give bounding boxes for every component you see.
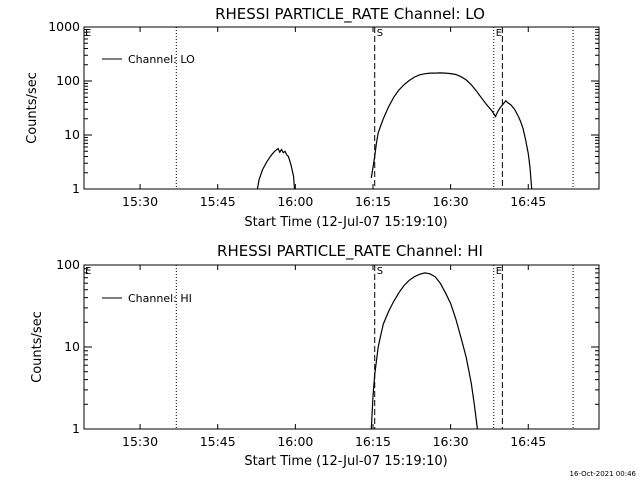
panel-lo-y-tick-label: 1000 <box>48 19 80 34</box>
panel-lo-marks: 15:30 15:45 16:00 16:15 16:30 16:45 1 10 100 1000… <box>48 19 599 209</box>
panel-lo-marker-label: E <box>496 28 502 39</box>
panel-hi-x-tick-label: 16:15 <box>355 434 391 449</box>
panel-lo-y-axis-label: Counts/sec <box>25 72 40 144</box>
panel-hi-plot-frame <box>83 264 600 430</box>
panel-lo-y-tick-label: 10 <box>64 127 80 142</box>
panel-hi-legend: Channel: HI <box>102 292 192 305</box>
panel-hi-marker-label: S <box>377 266 383 277</box>
panel-lo-plot-frame <box>83 26 600 190</box>
panel-lo-x-tick-label: 15:45 <box>200 194 236 209</box>
panel-lo-x-tick-label: 16:15 <box>355 194 391 209</box>
panel-hi-marker-label: E <box>496 266 502 277</box>
panel-lo-series-line <box>370 72 533 190</box>
panel-hi-legend-label: Channel: HI <box>128 292 192 305</box>
panel-lo-title: RHESSI PARTICLE_RATE Channel: LO <box>215 5 485 24</box>
panel-hi-x-tick-label: 16:45 <box>510 434 546 449</box>
panel-hi-x-axis-label: Start Time (12-Jul-07 15:19:10) <box>244 454 447 469</box>
panel-lo-series-line <box>256 147 296 190</box>
panel-lo-y-tick-label: 100 <box>56 73 80 88</box>
panel-hi-title: RHESSI PARTICLE_RATE Channel: HI <box>217 242 483 261</box>
panel-hi-series-line <box>370 272 478 430</box>
panel-lo-y-tick-label: 1 <box>72 181 80 196</box>
panel-lo-x-axis-label: Start Time (12-Jul-07 15:19:10) <box>244 215 447 230</box>
panel-lo-legend: Channel: LO <box>102 53 195 66</box>
panel-lo-legend-label: Channel: LO <box>128 53 195 66</box>
panel-lo: RHESSI PARTICLE_RATE Channel: LO 15:30 15… <box>25 5 600 230</box>
panel-hi-y-axis-label: Counts/sec <box>30 311 45 383</box>
panel-hi-y-tick-label: 100 <box>56 257 80 272</box>
panel-hi-y-tick-label: 10 <box>64 339 80 354</box>
panel-hi-marks: 15:30 15:45 16:00 16:15 16:30 16:45 1 10 100 E S E <box>56 257 599 449</box>
panel-hi-marker-label: E <box>85 266 91 277</box>
panel-hi-x-tick-label: 16:30 <box>433 434 469 449</box>
panel-lo-x-tick-label: 15:30 <box>122 194 158 209</box>
panel-lo-marker-label: E <box>85 28 91 39</box>
panel-hi-x-tick-label: 15:30 <box>122 434 158 449</box>
panel-hi: RHESSI PARTICLE_RATE Channel: HI 15:30 15… <box>30 242 600 469</box>
timestamp: 16-Oct-2021 00:46 <box>570 470 637 478</box>
panel-hi-x-tick-label: 16:00 <box>277 434 313 449</box>
panel-lo-marker-label: S <box>377 28 383 39</box>
panel-hi-x-tick-label: 15:45 <box>200 434 236 449</box>
panel-hi-y-tick-label: 1 <box>72 421 80 436</box>
panel-lo-x-tick-label: 16:30 <box>433 194 469 209</box>
panel-lo-x-tick-label: 16:45 <box>510 194 546 209</box>
panel-lo-x-tick-label: 16:00 <box>277 194 313 209</box>
